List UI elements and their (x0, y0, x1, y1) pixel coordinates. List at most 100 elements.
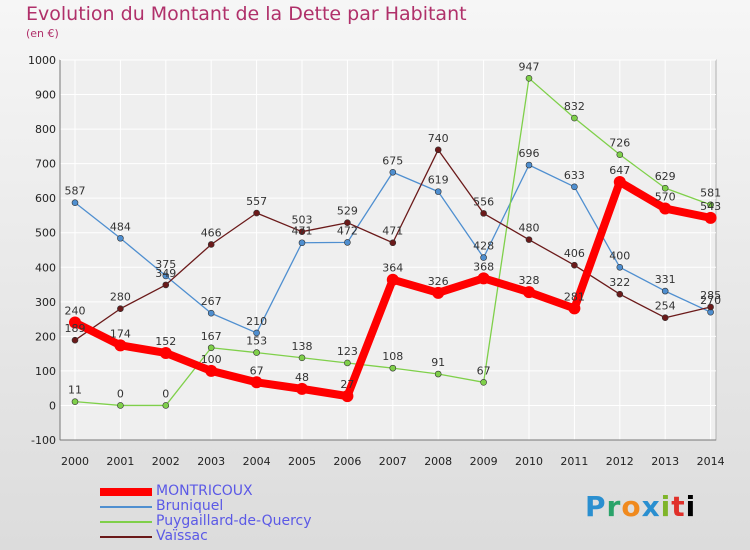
y-tick-label: -100 (31, 434, 56, 447)
y-tick-label: 800 (35, 123, 56, 136)
logo-letter: x (641, 490, 661, 523)
legend-label: Bruniquel (156, 498, 224, 514)
y-tick-label: 200 (35, 330, 56, 343)
data-label: 254 (655, 300, 676, 313)
data-label: 480 (519, 222, 540, 235)
data-label: 557 (246, 195, 267, 208)
chart-subtitle: (en €) (26, 27, 59, 40)
logo-letter: i (660, 490, 672, 523)
legend-swatch (100, 487, 152, 496)
data-label: 322 (609, 276, 630, 289)
legend-item-bruniquel: Bruniquel (100, 499, 312, 514)
legend-label: MONTRICOUX (156, 483, 253, 499)
y-tick-label: 500 (35, 227, 56, 240)
data-label: 428 (473, 240, 494, 253)
data-point (525, 161, 533, 169)
data-label: 100 (201, 353, 222, 366)
data-point (568, 302, 581, 315)
x-tick-label: 2000 (61, 455, 89, 468)
data-label: 189 (65, 322, 86, 335)
plot-area (59, 59, 717, 441)
data-label: 484 (110, 220, 131, 233)
data-label: 123 (337, 345, 358, 358)
data-label: 471 (292, 225, 313, 238)
legend-item-vaissac: Vaïssac (100, 529, 312, 544)
data-point (434, 370, 442, 378)
data-label: 210 (246, 315, 267, 328)
data-label: 570 (655, 191, 676, 204)
data-point (344, 239, 351, 246)
data-point (704, 211, 717, 224)
x-tick-label: 2006 (333, 455, 361, 468)
data-label: 675 (382, 154, 403, 167)
data-label: 67 (477, 364, 491, 377)
y-tick-label: 100 (35, 365, 56, 378)
data-label: 503 (292, 214, 313, 227)
data-label: 543 (700, 200, 721, 213)
data-label: 947 (519, 60, 540, 73)
legend-swatch (100, 535, 152, 538)
data-point (613, 175, 626, 188)
data-label: 0 (162, 387, 169, 400)
data-point (344, 359, 351, 367)
y-tick-label: 700 (35, 158, 56, 171)
data-label: 400 (609, 249, 630, 262)
y-tick-label: 600 (35, 192, 56, 205)
data-point (434, 146, 442, 154)
x-tick-label: 2003 (197, 455, 225, 468)
x-tick-label: 2014 (697, 455, 725, 468)
logo-letter: i (685, 490, 697, 523)
x-tick-label: 2008 (424, 455, 452, 468)
data-label: 27 (340, 378, 354, 391)
data-point (661, 314, 669, 322)
data-point (207, 309, 215, 317)
data-label: 108 (382, 350, 403, 363)
data-point (253, 329, 260, 337)
data-label: 556 (473, 195, 494, 208)
data-label: 270 (700, 294, 721, 307)
data-point (480, 210, 487, 217)
data-label: 48 (295, 371, 309, 384)
data-label: 0 (117, 387, 124, 400)
y-tick-label: 0 (49, 399, 56, 412)
data-label: 629 (655, 170, 676, 183)
logo-letter: o (621, 490, 642, 523)
data-label: 406 (564, 247, 585, 260)
data-label: 167 (201, 330, 222, 343)
data-point (162, 272, 170, 280)
data-point (207, 241, 215, 248)
data-label: 364 (382, 262, 403, 275)
x-tick-label: 2007 (379, 455, 407, 468)
data-label: 326 (428, 275, 449, 288)
data-point (207, 344, 215, 352)
data-point (159, 346, 172, 359)
data-label: 726 (609, 137, 630, 150)
data-point (571, 183, 578, 191)
legend-item-montricoux: MONTRICOUX (100, 484, 312, 499)
data-point (432, 286, 445, 299)
data-label: 471 (382, 225, 403, 238)
legend-item-puygaillard: Puygaillard-de-Quercy (100, 514, 312, 529)
x-tick-label: 2002 (152, 455, 180, 468)
data-point (480, 254, 487, 261)
x-tick-label: 2005 (288, 455, 316, 468)
data-label: 619 (428, 174, 449, 187)
data-label: 466 (201, 226, 222, 239)
proxiti-logo: Proxiti (585, 490, 696, 523)
data-label: 153 (246, 335, 267, 348)
data-point (616, 290, 624, 298)
data-point (477, 272, 490, 285)
data-point (661, 184, 669, 192)
legend: MONTRICOUX Bruniquel Puygaillard-de-Quer… (100, 484, 312, 544)
data-label: 740 (428, 132, 449, 145)
data-point (253, 349, 260, 356)
data-label: 11 (68, 384, 82, 397)
data-label: 375 (155, 258, 176, 271)
data-point (298, 239, 306, 247)
data-label: 152 (155, 335, 176, 348)
data-label: 472 (337, 224, 358, 237)
data-point (616, 151, 624, 158)
data-point (616, 263, 624, 271)
data-point (162, 402, 170, 409)
